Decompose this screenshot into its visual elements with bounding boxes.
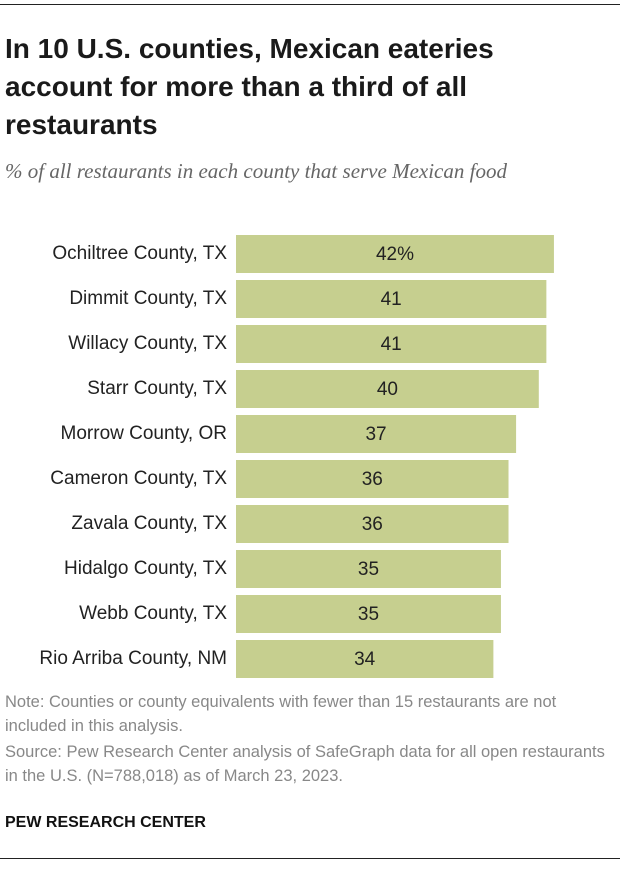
source: Source: Pew Research Center analysis of … bbox=[5, 743, 605, 785]
chart-subtitle: % of all restaurants in each county that… bbox=[5, 159, 507, 183]
bar bbox=[236, 370, 539, 408]
category-label: Hidalgo County, TX bbox=[64, 558, 227, 579]
value-label: 35 bbox=[358, 559, 379, 580]
value-label: 41 bbox=[381, 289, 402, 310]
bar bbox=[236, 550, 501, 588]
value-label: 35 bbox=[358, 604, 379, 625]
category-label: Morrow County, OR bbox=[61, 423, 227, 444]
footer: PEW RESEARCH CENTER bbox=[5, 814, 206, 831]
top-rule bbox=[0, 4, 620, 5]
value-label: 42% bbox=[376, 244, 414, 265]
category-label: Dimmit County, TX bbox=[69, 288, 227, 309]
bottom-rule bbox=[0, 858, 620, 859]
note: Note: Counties or county equivalents wit… bbox=[5, 693, 557, 735]
value-label: 37 bbox=[365, 424, 386, 445]
category-label: Webb County, TX bbox=[79, 603, 227, 624]
bar bbox=[236, 595, 501, 633]
bar bbox=[236, 415, 517, 453]
value-label: 40 bbox=[377, 379, 398, 400]
bar bbox=[236, 460, 509, 498]
bar bbox=[236, 325, 547, 363]
chart: Ochiltree County, TX 42% Dimmit County, TX… bbox=[39, 235, 554, 678]
value-label: 36 bbox=[362, 469, 383, 490]
bar bbox=[236, 235, 554, 273]
value-label: 36 bbox=[362, 514, 383, 535]
value-label: 34 bbox=[354, 649, 376, 670]
bar bbox=[236, 280, 547, 318]
chart-title: In 10 U.S. counties, Mexican eateries ac… bbox=[5, 33, 494, 140]
category-label: Willacy County, TX bbox=[68, 333, 227, 354]
category-label: Cameron County, TX bbox=[50, 468, 227, 489]
category-label: Ochiltree County, TX bbox=[52, 243, 227, 264]
category-label: Zavala County, TX bbox=[71, 513, 227, 534]
category-label: Starr County, TX bbox=[87, 378, 227, 399]
category-label: Rio Arriba County, NM bbox=[39, 648, 227, 669]
value-label: 41 bbox=[381, 334, 402, 355]
bar bbox=[236, 505, 509, 543]
bar bbox=[236, 640, 494, 678]
